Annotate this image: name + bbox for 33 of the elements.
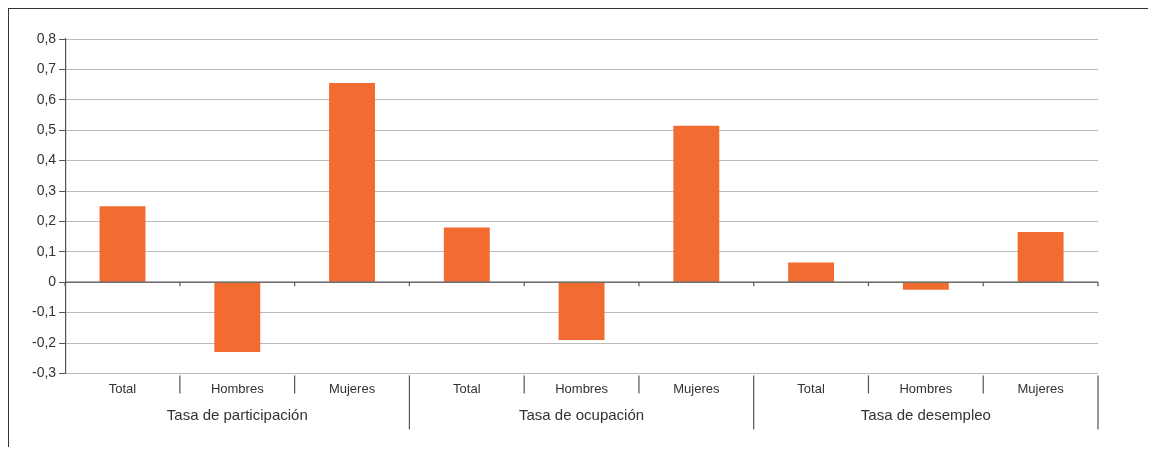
y-tick-label: 0,2 (36, 212, 57, 229)
bar (99, 206, 146, 282)
bar (1017, 232, 1064, 282)
y-tick-label: 0,7 (36, 60, 57, 77)
y-tick-label: 0,5 (36, 121, 57, 138)
x-tick-label: Total (797, 380, 825, 396)
x-tick-label: Hombres (210, 380, 265, 396)
y-tick-label: -0,2 (32, 333, 57, 350)
x-tick-label: Mujeres (328, 380, 376, 396)
y-tick-label: 0,6 (36, 90, 57, 107)
x-tick-label: Total (453, 380, 481, 396)
x-tick-label: Hombres (899, 380, 953, 396)
y-tick-label: -0,1 (32, 303, 57, 320)
y-tick-label: 0 (48, 273, 57, 290)
bar (214, 282, 261, 353)
bar (788, 262, 835, 282)
bar (329, 83, 375, 282)
text: Tasa de ocupación (519, 405, 645, 423)
y-tick-label: 0,8 (36, 29, 57, 46)
text: Tasa de desempleo (860, 405, 991, 423)
bar (902, 282, 949, 290)
y-tick-label: 0,1 (36, 242, 57, 259)
bar (673, 125, 720, 282)
x-tick-label: Mujeres (673, 380, 720, 396)
y-tick-label: -0,3 (32, 364, 57, 381)
text: Tasa de participación (166, 405, 308, 423)
bar (558, 282, 605, 340)
y-tick-label: 0,4 (36, 151, 57, 168)
x-tick-label: Hombres (555, 380, 609, 396)
x-tick-label: Total (108, 380, 137, 396)
bar (443, 227, 490, 282)
x-tick-label: Mujeres (1017, 380, 1065, 396)
y-tick-label: 0,3 (36, 181, 57, 198)
